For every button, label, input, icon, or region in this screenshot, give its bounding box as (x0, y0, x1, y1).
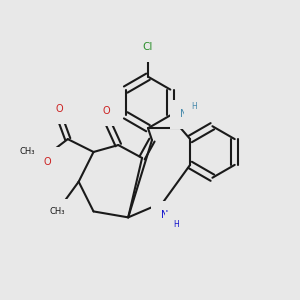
Text: CH₃: CH₃ (20, 148, 35, 157)
Text: CH₃: CH₃ (49, 207, 64, 216)
Text: Cl: Cl (143, 42, 153, 52)
Text: N: N (180, 109, 188, 119)
Text: O: O (55, 104, 63, 114)
Text: O: O (103, 106, 110, 116)
Text: N: N (161, 210, 169, 220)
Text: H: H (173, 220, 178, 229)
Text: O: O (43, 157, 51, 167)
Text: H: H (192, 102, 197, 111)
